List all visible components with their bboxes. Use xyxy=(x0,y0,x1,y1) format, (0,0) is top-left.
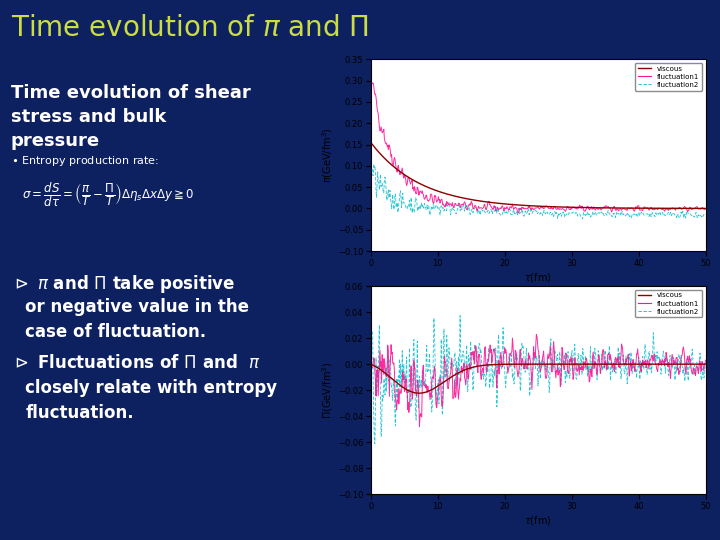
fluctuation1 xyxy=(565,356,574,362)
fluctuation2 xyxy=(456,312,464,319)
Y-axis label: $\pi$(GeV/fm$^3$): $\pi$(GeV/fm$^3$) xyxy=(320,127,335,183)
Line: fluctuation2: fluctuation2 xyxy=(372,315,706,443)
fluctuation1 xyxy=(620,360,629,367)
Text: pressure: pressure xyxy=(11,132,100,150)
fluctuation1 xyxy=(701,205,710,212)
Text: $\bullet$ Entropy production rate:: $\bullet$ Entropy production rate: xyxy=(11,154,159,168)
fluctuation1 xyxy=(592,361,600,368)
fluctuation2 xyxy=(565,375,574,381)
fluctuation2 xyxy=(565,210,574,216)
Text: Time evolution of shear: Time evolution of shear xyxy=(11,84,251,102)
fluctuation1 xyxy=(519,205,528,212)
Text: closely relate with entropy: closely relate with entropy xyxy=(25,379,277,397)
Text: Time evolution of $\pi$ and $\Pi$: Time evolution of $\pi$ and $\Pi$ xyxy=(11,14,369,42)
fluctuation2 xyxy=(620,211,629,217)
viscous xyxy=(619,361,628,367)
viscous xyxy=(368,141,377,147)
viscous xyxy=(701,205,710,212)
fluctuation1 xyxy=(565,206,574,213)
fluctuation1 xyxy=(701,357,710,363)
fluctuation2 xyxy=(371,440,379,447)
Text: stress and bulk: stress and bulk xyxy=(11,108,166,126)
viscous xyxy=(454,369,463,376)
Line: viscous: viscous xyxy=(372,364,706,393)
viscous xyxy=(428,387,436,393)
Text: fluctuation.: fluctuation. xyxy=(25,404,134,422)
X-axis label: $\tau$(fm): $\tau$(fm) xyxy=(524,514,552,526)
Text: $\vartriangleright$ Fluctuations of $\Pi$ and  $\pi$: $\vartriangleright$ Fluctuations of $\Pi… xyxy=(11,354,261,372)
fluctuation1 xyxy=(368,79,377,86)
fluctuation2 xyxy=(592,210,600,217)
viscous xyxy=(427,185,436,192)
viscous xyxy=(415,390,423,396)
fluctuation2 xyxy=(454,353,463,360)
viscous xyxy=(619,205,628,211)
viscous xyxy=(518,202,527,208)
viscous xyxy=(590,205,599,211)
fluctuation2 xyxy=(368,166,377,172)
Y-axis label: $\Pi$(GeV/fm$^3$): $\Pi$(GeV/fm$^3$) xyxy=(320,361,335,419)
fluctuation2 xyxy=(578,215,587,222)
fluctuation2 xyxy=(369,161,378,167)
fluctuation2 xyxy=(519,213,528,219)
fluctuation1 xyxy=(532,331,541,338)
fluctuation2 xyxy=(428,409,436,415)
viscous xyxy=(368,362,377,368)
fluctuation2 xyxy=(368,328,377,335)
fluctuation1 xyxy=(619,205,628,212)
viscous xyxy=(564,204,573,211)
fluctuation1 xyxy=(454,202,462,209)
fluctuation1 xyxy=(428,377,436,384)
fluctuation2 xyxy=(620,370,629,377)
fluctuation2 xyxy=(701,359,710,366)
fluctuation1 xyxy=(454,396,463,402)
fluctuation1 xyxy=(591,207,600,213)
Text: case of fluctuation.: case of fluctuation. xyxy=(25,323,207,341)
Text: $\sigma = \dfrac{dS}{d\tau} = \left(\dfrac{\pi}{T} - \dfrac{\Pi}{T}\right)\Delta: $\sigma = \dfrac{dS}{d\tau} = \left(\dfr… xyxy=(22,181,194,208)
fluctuation2 xyxy=(520,359,528,365)
viscous xyxy=(591,361,600,367)
fluctuation2 xyxy=(701,210,710,217)
fluctuation2 xyxy=(454,202,463,209)
fluctuation2 xyxy=(428,203,436,210)
fluctuation1 xyxy=(427,191,436,197)
Text: $\vartriangleright$ $\pi$ and $\Pi$ take positive: $\vartriangleright$ $\pi$ and $\Pi$ take… xyxy=(11,273,235,295)
viscous xyxy=(454,194,462,200)
fluctuation1 xyxy=(519,365,528,372)
Line: fluctuation2: fluctuation2 xyxy=(372,164,706,219)
fluctuation1 xyxy=(514,210,523,216)
Text: or negative value in the: or negative value in the xyxy=(25,298,249,316)
Line: viscous: viscous xyxy=(372,144,706,208)
X-axis label: $\tau$(fm): $\tau$(fm) xyxy=(524,271,552,284)
Line: fluctuation1: fluctuation1 xyxy=(372,83,706,213)
fluctuation1 xyxy=(368,365,377,372)
fluctuation1 xyxy=(415,423,424,430)
viscous xyxy=(519,361,528,367)
Legend: viscous, fluctuation1, fluctuation2: viscous, fluctuation1, fluctuation2 xyxy=(635,63,702,91)
viscous xyxy=(565,361,574,367)
Line: fluctuation1: fluctuation1 xyxy=(372,334,706,427)
Legend: viscous, fluctuation1, fluctuation2: viscous, fluctuation1, fluctuation2 xyxy=(635,289,702,318)
fluctuation2 xyxy=(592,357,600,364)
viscous xyxy=(701,361,710,367)
